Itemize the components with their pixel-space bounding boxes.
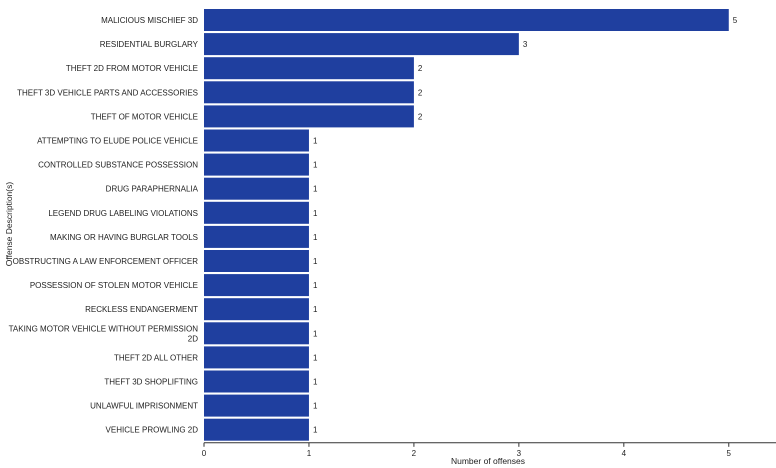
value-label: 2 [418,88,423,97]
category-label: MAKING OR HAVING BURGLAR TOOLS [50,233,198,242]
category-label: THEFT 3D VEHICLE PARTS AND ACCESSORIES [17,88,198,97]
value-labels: 5 3 2 2 2 1 1 1 1 1 1 1 1 1 1 1 1 1 [313,16,738,435]
value-label: 1 [313,426,318,435]
value-label: 1 [313,402,318,411]
bar [204,177,309,200]
category-label: TAKING MOTOR VEHICLE WITHOUT PERMISSION 2… [9,324,199,343]
value-label: 1 [313,329,318,338]
bar [204,33,519,56]
x-tick-label: 0 [202,449,207,458]
category-label: CONTROLLED SUBSTANCE POSSESSION [38,161,198,170]
bar [204,201,309,224]
y-axis-title: Offense Description(s) [4,182,14,267]
category-label: VEHICLE PROWLING 2D [106,426,199,435]
bar [204,57,414,80]
value-label: 1 [313,233,318,242]
x-axis: 0 1 2 3 4 5 [202,442,776,458]
bar [204,129,309,152]
value-label: 1 [313,353,318,362]
category-label: ATTEMPTING TO ELUDE POLICE VEHICLE [37,137,198,146]
value-label: 1 [313,209,318,218]
value-label: 5 [733,16,738,25]
category-labels: MALICIOUS MISCHIEF 3D RESIDENTIAL BURGLAR… [9,16,199,435]
category-label: THEFT 2D ALL OTHER [114,353,198,362]
category-label: OBSTRUCTING A LAW ENFORCEMENT OFFICER [13,257,199,266]
bar [204,9,729,31]
bar [204,418,309,441]
value-label: 2 [418,112,423,121]
category-label: DRUG PARAPHERNALIA [106,185,199,194]
value-label: 1 [313,378,318,387]
value-label: 1 [313,305,318,314]
value-label: 1 [313,281,318,290]
bar [204,322,309,345]
x-axis-title: Number of offenses [451,456,525,466]
bar [204,153,309,176]
value-label: 1 [313,185,318,194]
value-label: 1 [313,161,318,170]
x-tick-label: 4 [622,449,627,458]
bar [204,250,309,272]
category-label: MALICIOUS MISCHIEF 3D [101,16,198,25]
category-label: RESIDENTIAL BURGLARY [100,40,199,49]
category-label: THEFT 2D FROM MOTOR VEHICLE [66,64,198,73]
bar [204,370,309,393]
bar [204,346,309,369]
bars-layer [204,9,729,441]
category-label: RECKLESS ENDANGERMENT [85,305,198,314]
bar [204,105,414,128]
bar [204,225,309,248]
x-tick-label: 1 [307,449,312,458]
x-tick-label: 2 [412,449,417,458]
x-tick-label: 3 [517,449,522,458]
category-label: UNLAWFUL IMPRISONMENT [90,402,198,411]
value-label: 3 [523,40,528,49]
bar [204,394,309,417]
bar [204,274,309,297]
x-tick-label: 5 [727,449,732,458]
category-label: LEGEND DRUG LABELING VIOLATIONS [48,209,198,218]
category-label: THEFT OF MOTOR VEHICLE [91,112,198,121]
value-label: 2 [418,64,423,73]
category-label: POSSESSION OF STOLEN MOTOR VEHICLE [30,281,198,290]
value-label: 1 [313,257,318,266]
bar [204,298,309,321]
value-label: 1 [313,137,318,146]
category-label: THEFT 3D SHOPLIFTING [104,378,198,387]
bar [204,81,414,104]
